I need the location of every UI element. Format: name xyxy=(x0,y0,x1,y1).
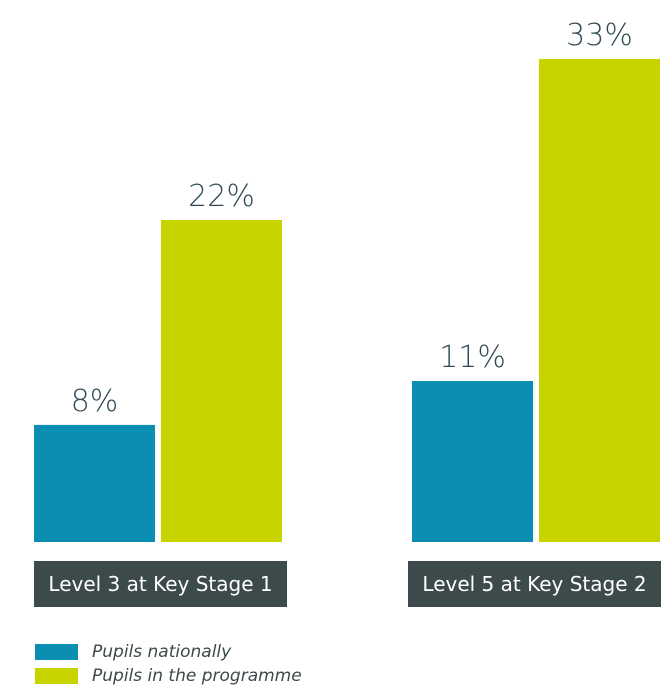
bars-group xyxy=(34,59,660,542)
bar-nationally-2 xyxy=(412,381,533,542)
bar-programme-1 xyxy=(161,220,282,542)
bar-programme-2 xyxy=(539,59,660,542)
legend-label-programme: Pupils in the programme xyxy=(92,666,302,686)
legend-item-nationally: Pupils nationally xyxy=(35,640,302,664)
value-label-nationally-1: 8% xyxy=(71,384,119,419)
legend-swatch-nationally xyxy=(35,644,78,660)
value-label-nationally-2: 11% xyxy=(439,340,506,375)
legend-item-programme: Pupils in the programme xyxy=(35,664,302,688)
value-label-programme-2: 33% xyxy=(566,18,633,53)
legend-label-nationally: Pupils nationally xyxy=(92,642,232,662)
category-label-2: Level 5 at Key Stage 2 xyxy=(408,561,661,607)
value-labels-group: 8% 11% 22% 33% xyxy=(71,18,633,419)
value-label-programme-1: 22% xyxy=(188,179,255,214)
legend: Pupils nationally Pupils in the programm… xyxy=(35,640,302,688)
category-label-1: Level 3 at Key Stage 1 xyxy=(34,561,287,607)
bar-nationally-1 xyxy=(34,424,155,542)
legend-swatch-programme xyxy=(35,668,78,684)
